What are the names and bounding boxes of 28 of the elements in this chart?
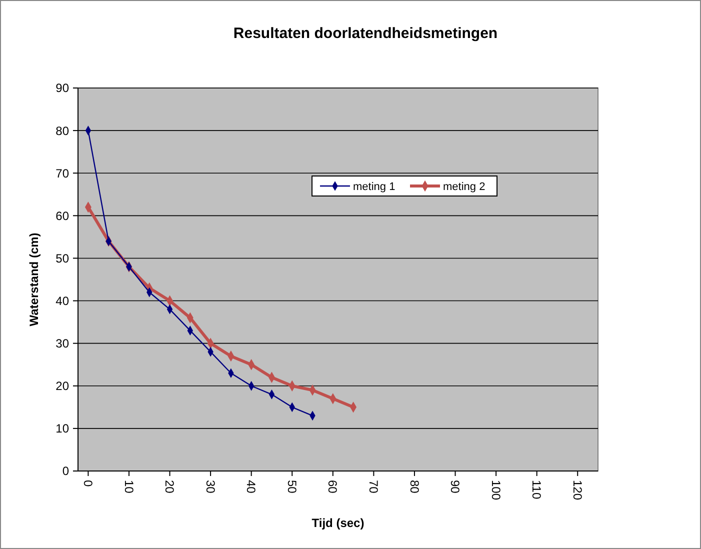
y-tick-label: 30 [56, 336, 70, 351]
x-tick-label: 50 [284, 480, 299, 494]
x-tick-label: 110 [530, 480, 544, 500]
x-tick-label: 20 [162, 480, 177, 494]
x-tick-label: 90 [448, 480, 462, 494]
y-tick-label: 20 [56, 379, 70, 394]
legend-label: meting 2 [443, 180, 486, 193]
x-tick-label: 0 [80, 480, 95, 487]
x-tick-label: 60 [326, 480, 340, 494]
x-tick-label: 70 [366, 480, 380, 494]
y-tick-label: 90 [56, 81, 70, 96]
chart-title: Resultaten doorlatendheidsmetingen [233, 25, 498, 42]
x-tick-label: 120 [570, 480, 584, 500]
y-tick-label: 40 [56, 294, 70, 308]
x-tick-label: 40 [244, 480, 258, 494]
x-tick-label: 80 [407, 480, 422, 494]
y-tick-label: 50 [56, 251, 70, 266]
x-axis-title: Tijd (sec) [312, 516, 364, 530]
legend-label: meting 1 [353, 180, 396, 193]
y-tick-label: 70 [56, 166, 70, 180]
y-tick-label: 60 [56, 208, 70, 223]
x-tick-label: 10 [122, 480, 136, 494]
x-tick-label: 100 [488, 480, 503, 500]
y-tick-label: 10 [56, 422, 70, 436]
y-tick-label: 0 [62, 464, 70, 478]
x-tick-label: 30 [203, 480, 218, 494]
y-tick-label: 80 [56, 124, 70, 138]
y-axis-title: Waterstand (cm) [27, 232, 41, 326]
